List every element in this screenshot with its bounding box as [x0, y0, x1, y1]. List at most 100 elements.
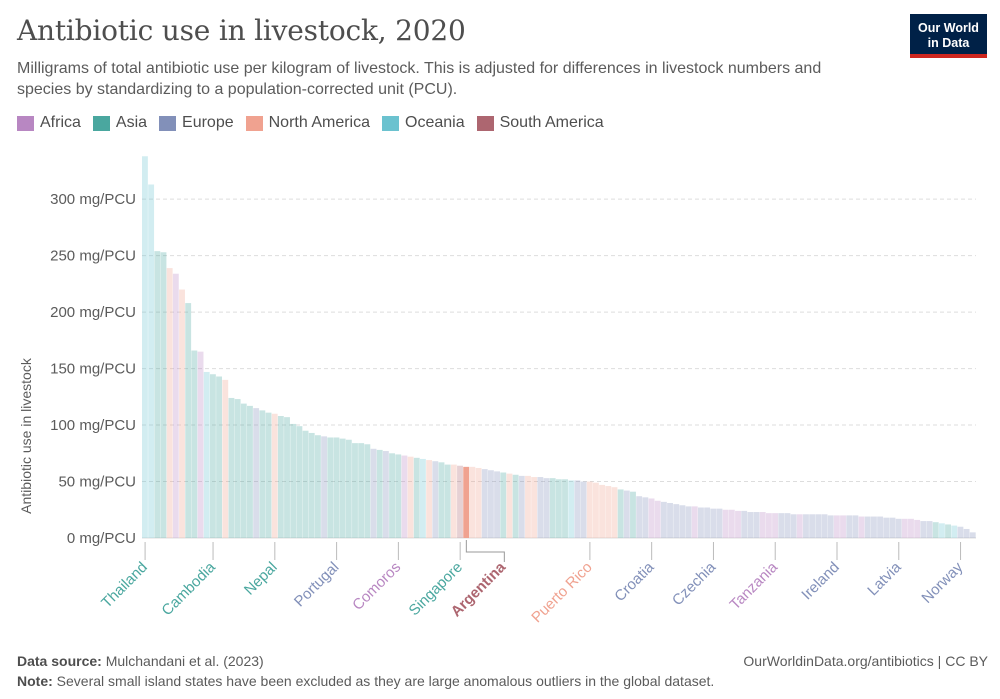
- bar[interactable]: [172, 273, 179, 538]
- bar[interactable]: [580, 481, 587, 538]
- bar[interactable]: [821, 514, 828, 538]
- bar[interactable]: [765, 513, 772, 538]
- bar[interactable]: [345, 439, 352, 538]
- bar[interactable]: [716, 508, 723, 538]
- bar[interactable]: [302, 430, 309, 538]
- bar[interactable]: [833, 515, 840, 538]
- bar[interactable]: [142, 156, 148, 538]
- bar[interactable]: [277, 416, 284, 538]
- bar[interactable]: [630, 491, 636, 538]
- bar[interactable]: [648, 498, 655, 538]
- bar[interactable]: [395, 454, 402, 538]
- bar[interactable]: [469, 466, 476, 538]
- bar[interactable]: [389, 453, 395, 538]
- bar[interactable]: [185, 303, 192, 538]
- bar[interactable]: [296, 426, 303, 538]
- bar[interactable]: [426, 460, 433, 538]
- bar[interactable]: [895, 518, 902, 538]
- bar[interactable]: [432, 461, 439, 538]
- bar[interactable]: [951, 525, 958, 538]
- bar[interactable]: [698, 507, 704, 538]
- bar[interactable]: [901, 518, 908, 538]
- bar[interactable]: [735, 510, 741, 538]
- bar[interactable]: [969, 532, 976, 538]
- bar[interactable]: [197, 351, 204, 538]
- bar[interactable]: [679, 505, 686, 538]
- bar[interactable]: [234, 399, 241, 538]
- bar[interactable]: [265, 412, 272, 538]
- legend-item-africa[interactable]: Africa: [17, 114, 81, 132]
- bar[interactable]: [840, 515, 846, 538]
- bar[interactable]: [932, 522, 939, 538]
- bar[interactable]: [333, 437, 340, 538]
- x-label-portugal[interactable]: Portugal: [291, 559, 343, 611]
- bar[interactable]: [549, 478, 556, 538]
- bar[interactable]: [803, 514, 809, 538]
- bar[interactable]: [457, 465, 463, 538]
- bar[interactable]: [611, 487, 618, 538]
- bar[interactable]: [586, 481, 593, 538]
- x-label-latvia[interactable]: Latvia: [864, 558, 905, 599]
- bar[interactable]: [685, 506, 692, 538]
- bar[interactable]: [691, 506, 698, 538]
- bar[interactable]: [444, 464, 451, 538]
- bar[interactable]: [957, 526, 964, 538]
- owid-logo[interactable]: Our World in Data: [910, 14, 987, 58]
- bar[interactable]: [290, 423, 297, 538]
- bar[interactable]: [562, 479, 568, 538]
- bar[interactable]: [870, 516, 877, 538]
- bar[interactable]: [401, 455, 408, 538]
- bar[interactable]: [222, 379, 229, 538]
- bar[interactable]: [642, 497, 649, 538]
- bar[interactable]: [636, 496, 643, 538]
- bar[interactable]: [722, 509, 729, 538]
- bar[interactable]: [413, 457, 420, 538]
- x-label-czechia[interactable]: Czechia: [669, 558, 720, 609]
- bar[interactable]: [382, 451, 389, 538]
- x-label-thailand[interactable]: Thailand: [98, 559, 151, 612]
- bar[interactable]: [759, 512, 766, 538]
- bar[interactable]: [284, 417, 290, 538]
- bar[interactable]: [889, 517, 896, 538]
- bar[interactable]: [864, 516, 871, 538]
- bar[interactable]: [938, 523, 945, 538]
- bar[interactable]: [339, 438, 346, 538]
- bar[interactable]: [852, 515, 859, 538]
- bar[interactable]: [827, 515, 834, 538]
- bar[interactable]: [370, 448, 377, 538]
- bar[interactable]: [908, 518, 914, 538]
- x-label-comoros[interactable]: Comoros: [349, 559, 404, 614]
- bar[interactable]: [475, 467, 482, 538]
- bar[interactable]: [148, 184, 155, 539]
- bar[interactable]: [494, 471, 501, 538]
- bar[interactable]: [531, 477, 538, 538]
- bar[interactable]: [772, 513, 779, 538]
- bar[interactable]: [191, 350, 198, 538]
- bar[interactable]: [327, 437, 334, 538]
- bar[interactable]: [846, 515, 853, 538]
- bar[interactable]: [506, 473, 513, 538]
- x-label-cambodia[interactable]: Cambodia: [159, 558, 220, 619]
- bar[interactable]: [778, 513, 785, 538]
- bar[interactable]: [512, 474, 519, 538]
- bar[interactable]: [450, 464, 457, 538]
- bar[interactable]: [525, 475, 531, 538]
- bar[interactable]: [710, 508, 717, 538]
- bar[interactable]: [407, 456, 414, 538]
- bar[interactable]: [945, 524, 951, 538]
- bar[interactable]: [314, 435, 321, 538]
- bar[interactable]: [166, 268, 173, 538]
- bar[interactable]: [438, 462, 445, 538]
- bar[interactable]: [599, 484, 606, 538]
- bar[interactable]: [815, 514, 822, 538]
- bar[interactable]: [605, 486, 612, 538]
- bar[interactable]: [796, 514, 803, 538]
- bar[interactable]: [271, 413, 278, 538]
- bar[interactable]: [914, 519, 921, 538]
- bar[interactable]: [883, 517, 890, 538]
- bar[interactable]: [308, 432, 315, 538]
- bar[interactable]: [555, 479, 562, 538]
- bar[interactable]: [568, 480, 575, 538]
- bar[interactable]: [747, 512, 754, 538]
- x-label-tanzania[interactable]: Tanzania: [727, 558, 782, 613]
